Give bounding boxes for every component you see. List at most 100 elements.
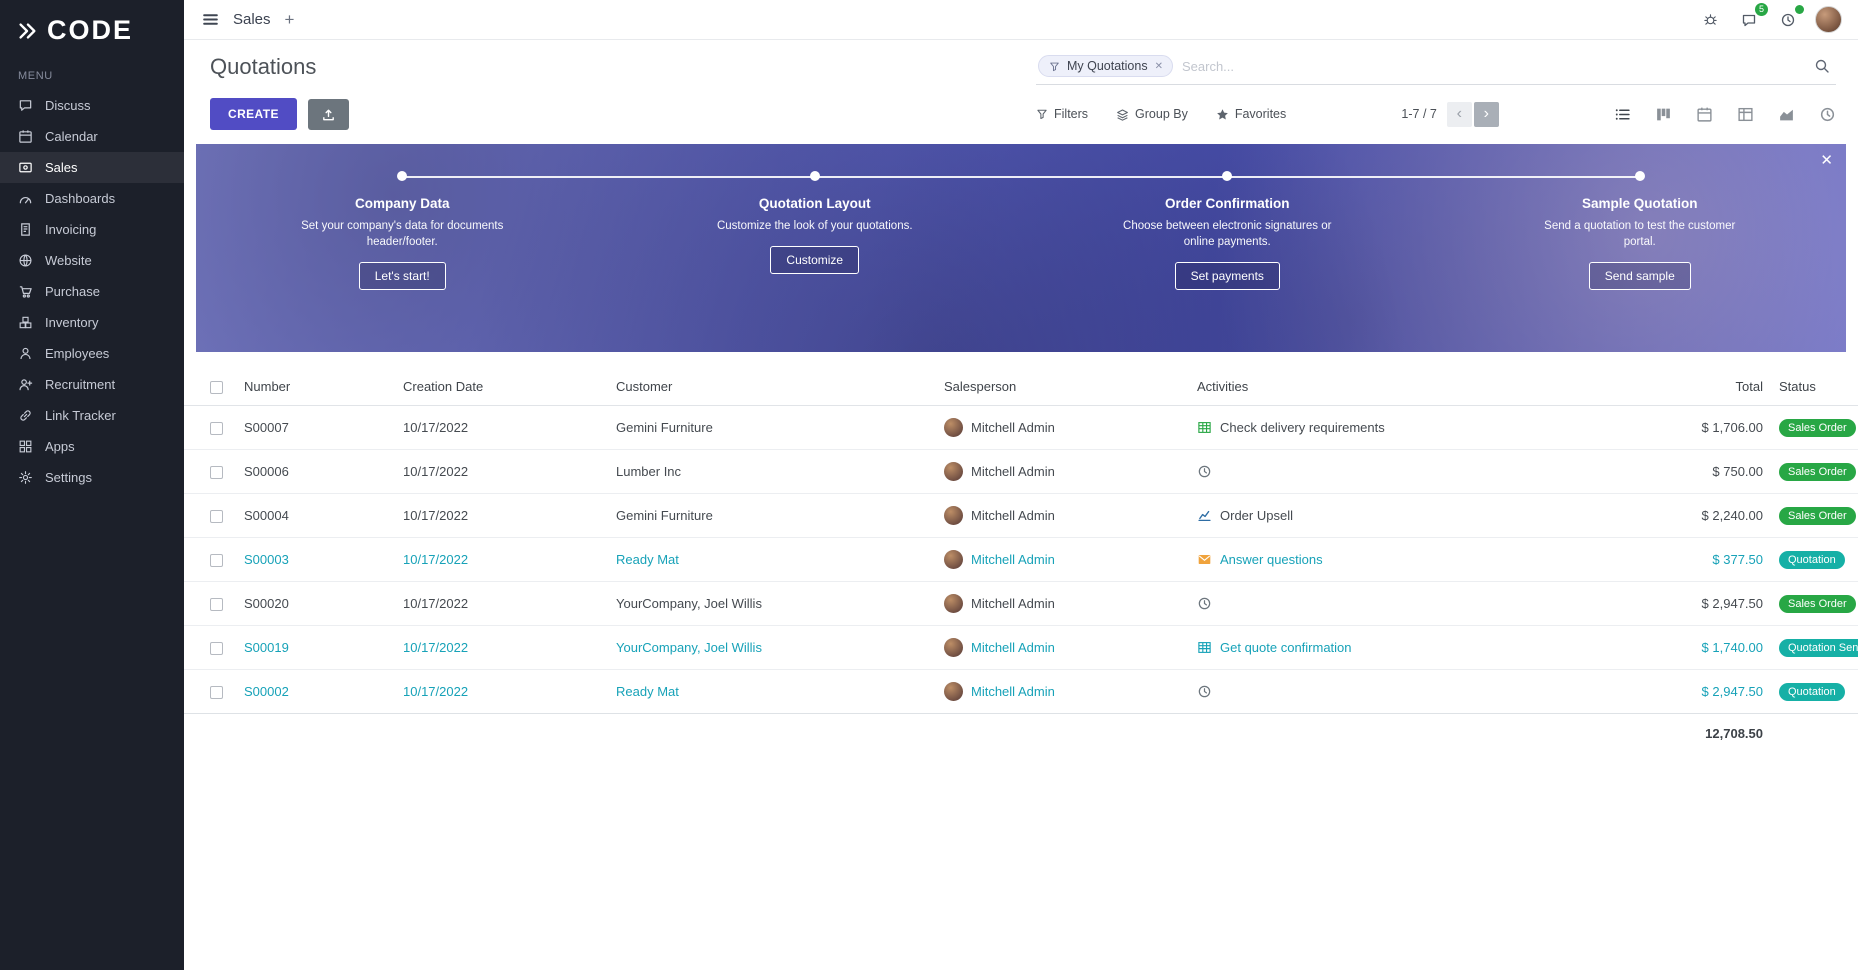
clock-icon[interactable] (1197, 596, 1212, 611)
table-row[interactable]: S00020 10/17/2022 YourCompany, Joel Will… (184, 581, 1858, 626)
sidebar-item-apps[interactable]: Apps (0, 431, 184, 462)
sidebar-item-settings[interactable]: Settings (0, 462, 184, 493)
pager: 1-7 / 7 ‹ › (1401, 101, 1499, 127)
topbar-app-name[interactable]: Sales (233, 11, 271, 28)
clock-icon[interactable] (1197, 464, 1212, 479)
table-row[interactable]: S00019 10/17/2022 YourCompany, Joel Will… (184, 625, 1858, 670)
row-checkbox[interactable] (210, 422, 223, 436)
sidebar-item-label: Discuss (45, 98, 91, 113)
sidebar-item-purchase[interactable]: Purchase (0, 276, 184, 307)
lets-start-button[interactable]: Let's start! (358, 262, 446, 291)
column-header-status[interactable]: Status (1771, 366, 1858, 407)
filters-button[interactable]: Filters (1036, 107, 1088, 121)
calendar-view-icon[interactable] (1696, 106, 1713, 123)
column-header-number[interactable]: Number (236, 366, 395, 407)
pivot-view-icon[interactable] (1737, 106, 1754, 123)
cell-total: $ 377.50 (1641, 537, 1771, 582)
table-row[interactable]: S00007 10/17/2022 Gemini Furniture Mitch… (184, 406, 1858, 450)
bug-icon[interactable] (1699, 8, 1722, 31)
upload-button[interactable] (307, 98, 349, 130)
sidebar-item-recruitment[interactable]: Recruitment (0, 369, 184, 400)
sidebar-item-sales[interactable]: Sales (0, 152, 184, 183)
sidebar-item-label: Sales (45, 160, 78, 175)
create-button[interactable]: CREATE (210, 98, 297, 130)
step-description: Customize the look of your quotations. (716, 220, 913, 232)
sidebar-item-website[interactable]: Website (0, 245, 184, 276)
customize-button[interactable]: Customize (770, 246, 860, 275)
row-checkbox[interactable] (210, 466, 223, 480)
sidebar-item-discuss[interactable]: Discuss (0, 90, 184, 121)
status-badge: Quotation (1779, 550, 1845, 569)
sidebar-item-employees[interactable]: Employees (0, 338, 184, 369)
sidebar-nav: Discuss Calendar Sales Dashboards Invoic… (0, 90, 184, 493)
group-by-button[interactable]: Group By (1116, 107, 1188, 121)
messages-icon[interactable]: 5 (1737, 2, 1768, 32)
sidebar: CODE MENU Discuss Calendar Sales Dashboa… (0, 0, 184, 970)
search-icon[interactable] (1814, 58, 1830, 74)
cell-creation-date: 10/17/2022 (395, 669, 608, 714)
step-dot (809, 171, 820, 181)
cell-total: $ 2,240.00 (1641, 493, 1771, 538)
select-all-checkbox[interactable] (210, 381, 223, 395)
onboarding-step-quotation-layout: Quotation Layout Customize the look of y… (609, 171, 1022, 290)
user-avatar[interactable] (1815, 6, 1842, 33)
spreadsheet-icon[interactable] (1197, 420, 1212, 435)
list-view-icon[interactable] (1614, 106, 1631, 123)
favorites-button[interactable]: Favorites (1216, 107, 1286, 121)
sidebar-item-label: Link Tracker (45, 408, 116, 423)
table-row[interactable]: S00003 10/17/2022 Ready Mat Mitchell Adm… (184, 537, 1858, 582)
sidebar-item-link-tracker[interactable]: Link Tracker (0, 400, 184, 431)
salesperson-avatar (944, 506, 963, 526)
row-checkbox[interactable] (210, 686, 223, 700)
spreadsheet-icon[interactable] (1197, 640, 1212, 655)
cell-number: S00003 (236, 537, 395, 582)
table-row[interactable]: S00006 10/17/2022 Lumber Inc Mitchell Ad… (184, 449, 1858, 494)
discuss-icon (18, 98, 33, 113)
sidebar-item-calendar[interactable]: Calendar (0, 121, 184, 152)
sidebar-item-inventory[interactable]: Inventory (0, 307, 184, 338)
step-title: Company Data (354, 196, 450, 211)
cell-number: S00007 (244, 420, 289, 436)
status-badge: Sales Order (1779, 594, 1856, 613)
pager-prev-icon[interactable]: ‹ (1446, 101, 1472, 127)
filter-funnel-icon (1049, 61, 1060, 72)
status-badge: Sales Order (1779, 418, 1856, 437)
pager-next-icon[interactable]: › (1473, 101, 1499, 127)
search-facet[interactable]: My Quotations ✕ (1038, 55, 1173, 77)
activity-view-icon[interactable] (1819, 106, 1836, 123)
column-header-salesperson[interactable]: Salesperson (936, 366, 1189, 407)
plus-icon[interactable]: + (281, 6, 299, 34)
step-dot (397, 171, 408, 181)
column-header-activities[interactable]: Activities (1189, 366, 1641, 407)
graph-view-icon[interactable] (1778, 106, 1795, 123)
row-checkbox[interactable] (210, 554, 223, 568)
send-sample-button[interactable]: Send sample (1588, 262, 1691, 291)
search-input[interactable] (1181, 58, 1805, 74)
kanban-view-icon[interactable] (1655, 106, 1672, 123)
row-checkbox[interactable] (210, 598, 223, 612)
brand-logo[interactable]: CODE (0, 0, 184, 64)
step-title: Order Confirmation (1164, 196, 1290, 211)
table-row[interactable]: S00002 10/17/2022 Ready Mat Mitchell Adm… (184, 669, 1858, 714)
column-header-creation-date[interactable]: Creation Date (395, 366, 608, 407)
column-header-customer[interactable]: Customer (608, 366, 936, 407)
sidebar-item-dashboards[interactable]: Dashboards (0, 183, 184, 214)
facet-remove-icon[interactable]: ✕ (1154, 60, 1163, 72)
chart-icon[interactable] (1197, 508, 1212, 523)
row-checkbox[interactable] (210, 642, 223, 656)
cell-number: S00002 (236, 669, 395, 714)
employees-icon (18, 346, 33, 361)
close-icon[interactable]: ✕ (1820, 152, 1833, 169)
hamburger-menu-icon[interactable] (198, 7, 223, 32)
sidebar-item-invoicing[interactable]: Invoicing (0, 214, 184, 245)
table-row[interactable]: S00004 10/17/2022 Gemini Furniture Mitch… (184, 493, 1858, 538)
clock-icon[interactable] (1197, 684, 1212, 699)
envelope-icon[interactable] (1197, 552, 1212, 567)
row-checkbox[interactable] (210, 510, 223, 524)
step-title: Quotation Layout (758, 196, 871, 211)
set-payments-button[interactable]: Set payments (1174, 262, 1280, 291)
cell-total: $ 2,947.50 (1641, 581, 1771, 626)
activities-icon[interactable] (1776, 4, 1804, 32)
column-header-total[interactable]: Total (1641, 366, 1771, 407)
purchase-icon (18, 284, 33, 299)
